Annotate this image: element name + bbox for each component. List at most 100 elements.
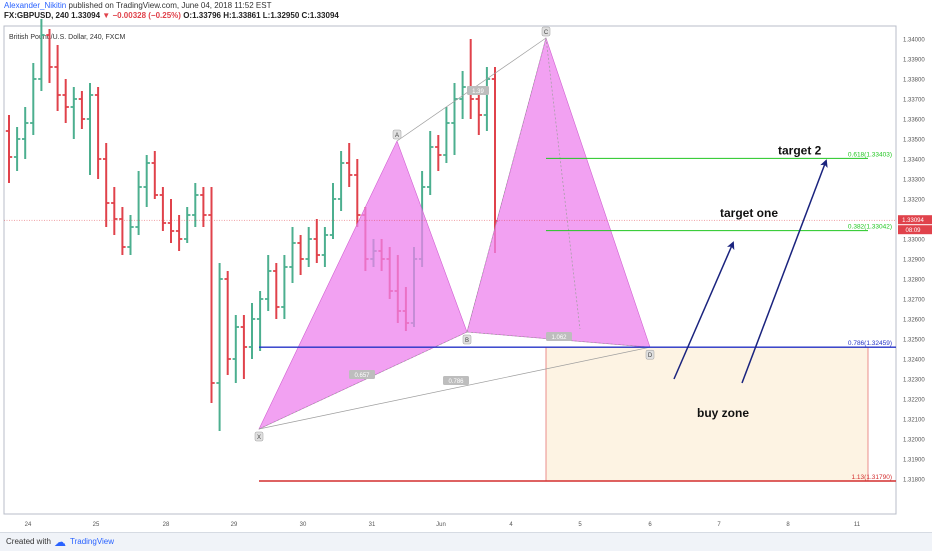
publish-line: Alexander_Nikitin published on TradingVi… [4,1,271,10]
ohlc-bar [70,87,77,139]
ohlc-bar [354,159,361,227]
tradingview-brand-link[interactable]: TradingView [70,537,115,546]
chart-header: Alexander_Nikitin published on TradingVi… [0,0,932,20]
countdown-tag-text: 08:09 [905,228,921,234]
pattern-point-a: A [392,129,402,140]
y-tick-label: 1.32400 [903,358,925,364]
pattern-ratio-label: 1.062 [546,332,572,341]
ohlc-bar [240,315,248,379]
x-tick-label: 5 [578,522,582,528]
x-tick-label: 29 [231,522,238,528]
y-tick-label: 1.33500 [903,138,925,144]
svg-text:X: X [257,435,261,441]
ohlc-bar [38,19,45,91]
y-tick-label: 1.32500 [903,338,925,344]
pattern-ratio-label: 0.657 [349,370,375,379]
y-tick-label: 1.34000 [903,38,925,44]
ohlc-bar [46,29,53,83]
ohlc-bar [127,215,134,255]
x-tick-label: 30 [300,522,307,528]
annotation-text: target 2 [778,143,822,157]
level-label: 0.618(1.33403) [848,151,892,158]
ohlc-bar [167,199,175,243]
svg-text:0.657: 0.657 [354,373,370,379]
ohlc-bar [103,143,110,227]
ohlc-bar [224,271,231,375]
pattern-point-d: D [645,349,655,360]
last-price-tag-text: 1.33094 [902,218,924,224]
price-change: −0.00328 (−0.25%) [112,11,181,20]
y-tick-label: 1.32900 [903,258,925,264]
y-tick-label: 1.33800 [903,78,925,84]
pattern-point-x: X [254,431,264,442]
price-bars [5,19,499,431]
ohlc-bar [30,63,37,135]
arrow-to-target-one [673,241,735,380]
cd-dashed-line [545,37,581,330]
pattern-point-c: C [541,26,551,37]
x-tick-label: Jun [436,522,446,528]
x-tick-label: 6 [648,522,652,528]
pattern-ratio-label: 0.786 [443,376,469,385]
ohlc-bar [483,67,491,131]
ohlc-bar [143,155,150,207]
author-link[interactable]: Alexander_Nikitin [4,1,67,10]
ohlc-bar [459,71,466,119]
svg-text:D: D [648,353,653,359]
x-tick-label: 24 [25,522,32,528]
y-tick-label: 1.31800 [903,478,925,484]
ohlc-bar [273,263,280,319]
ohlc-bar [200,187,207,227]
y-tick-label: 1.33200 [903,198,925,204]
ohlc-bar [208,187,215,403]
y-tick-label: 1.31900 [903,458,925,464]
level-label: 0.382(1.33042) [848,224,892,231]
ohlc-bar [321,227,329,267]
x-tick-label: 25 [93,522,100,528]
last-price: 1.33094 [71,11,101,20]
annotation-text: target one [720,206,778,220]
y-tick-label: 1.32800 [903,278,925,284]
price-chart[interactable]: 1.34000 1.33900 1.33800 1.33700 1.33600 1.335… [0,0,932,532]
ohlc-bar [427,131,434,195]
ohlc-bar [192,183,199,227]
x-tick-label: 11 [854,522,861,528]
y-tick-label: 1.32000 [903,438,925,444]
level-label: 1.13(1.31790) [852,474,892,481]
countdown-tag [898,225,932,235]
ohlc-bar [62,79,69,123]
ohlc-bar [281,255,288,319]
y-tick-label: 1.33900 [903,58,925,64]
ohlc-bar [289,227,296,283]
ohlc-bar [329,183,337,239]
ohlc-bar [13,127,21,171]
svg-text:B: B [465,338,469,344]
chart-legend: British Pound/U.S. Dollar, 240, FXCM [9,34,125,41]
footer-bar: Created with ☁ TradingView [0,532,932,551]
ohlc-bar [22,107,29,159]
svg-text:C: C [544,30,549,36]
y-tick-label: 1.32100 [903,418,925,424]
ohlc-bar [151,151,158,199]
tradingview-logo-icon[interactable]: ☁ [54,535,66,549]
ohlc-bar [175,215,183,251]
ohlc-bar [78,91,86,129]
ohlc-bar [159,187,167,231]
ohlc-bar [443,107,450,163]
xd-guide-line [258,346,651,430]
xab-triangle [258,140,468,430]
annotation-text: buy zone [697,406,749,420]
ohlc-bar [94,87,102,179]
ohlc-bar [232,315,239,383]
x-tick-label: 31 [369,522,376,528]
y-tick-label: 1.33700 [903,98,925,104]
x-tick-label: 28 [163,522,170,528]
price-axis [897,26,932,514]
symbol-label: FX:GBPUSD, 240 [4,11,69,20]
ohlc-bar [54,45,61,111]
svg-text:A: A [395,133,399,139]
x-tick-label: 8 [786,522,790,528]
x-tick-label: 4 [509,522,513,528]
symbol-line: FX:GBPUSD, 240 1.33094 ▼ −0.00328 (−0.25… [4,11,339,20]
level-label: 0.786(1.32459) [848,340,892,347]
